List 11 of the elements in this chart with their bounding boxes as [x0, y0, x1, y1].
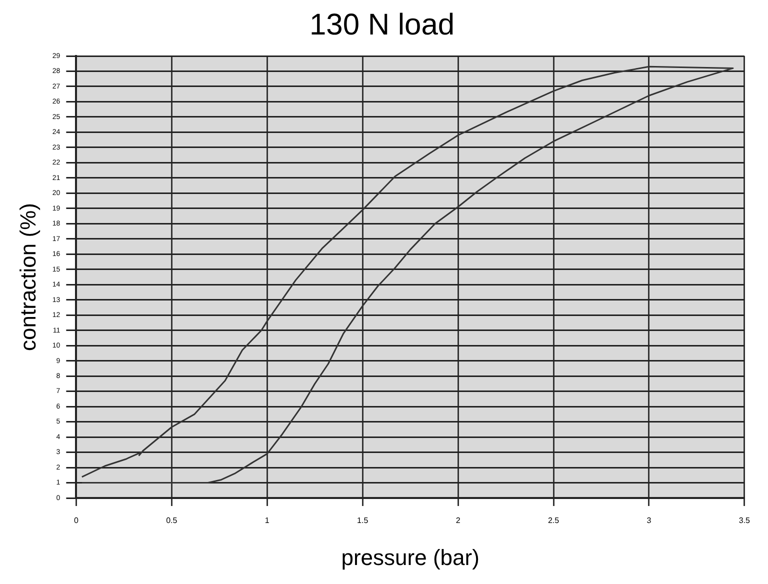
chart-title: 130 N load: [309, 8, 455, 42]
x-tick-label: 3.5: [738, 516, 751, 526]
x-tick-label: 3: [646, 516, 652, 526]
x-tick-label: 2: [456, 516, 461, 526]
x-tick-label: 0: [74, 516, 79, 526]
x-axis-title: pressure (bar): [341, 544, 480, 570]
x-tick-label: 2.5: [548, 516, 560, 526]
x-tick-label: 1: [264, 516, 270, 526]
x-tick-label: 0.5: [166, 516, 178, 526]
y-axis-title: contraction (%): [15, 203, 40, 351]
x-tick-label: 1.5: [357, 516, 369, 526]
